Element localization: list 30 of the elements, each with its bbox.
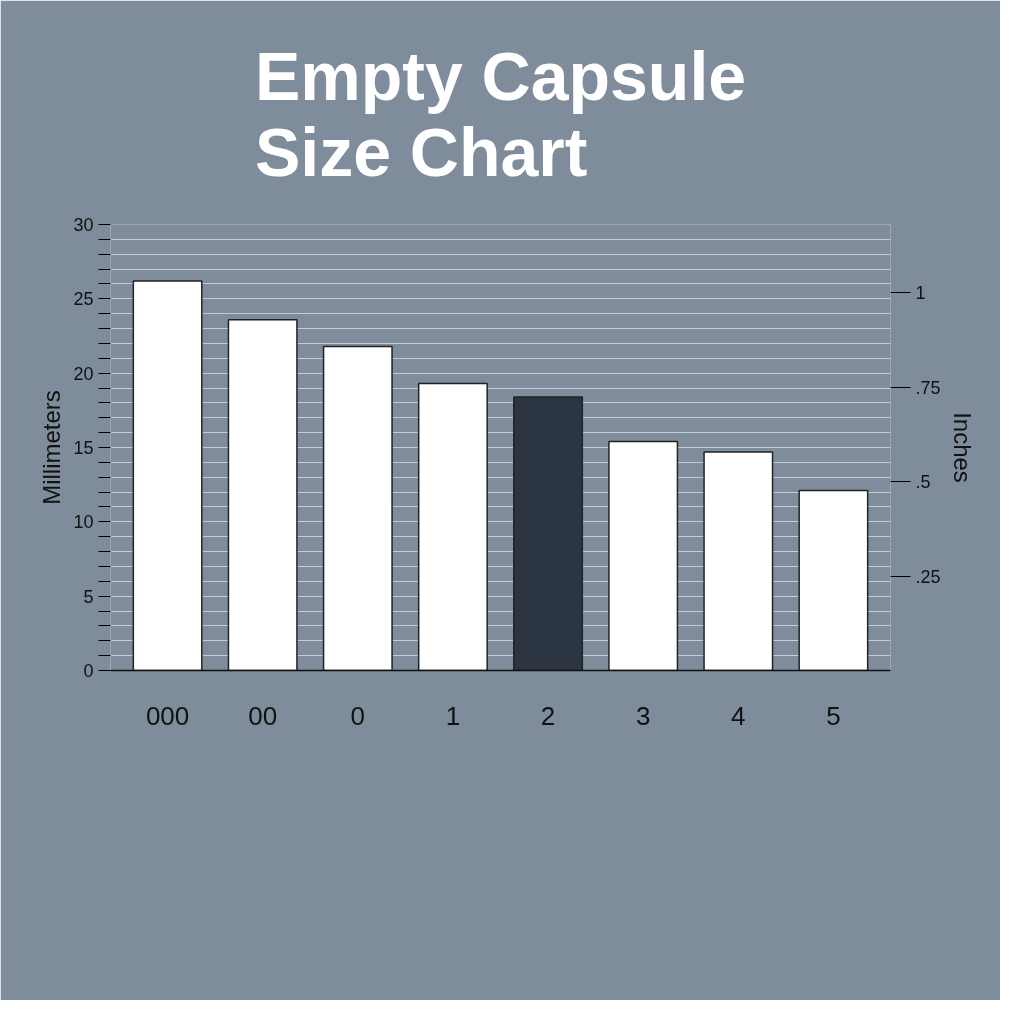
- x-tick-label: 00: [248, 700, 278, 731]
- y2-axis-title: Inches: [948, 412, 976, 483]
- x-tick-label: 1: [445, 700, 461, 731]
- y-tick-label: 5: [83, 586, 94, 607]
- x-tick-label: 0: [350, 700, 366, 731]
- x-tick-label: 000: [145, 700, 190, 731]
- bar: [132, 280, 203, 671]
- y-tick-label: 15: [73, 438, 94, 458]
- y2-tick-label: .75: [915, 377, 941, 398]
- y2-tick-label: .25: [915, 566, 941, 587]
- x-tick-label: 2: [540, 700, 556, 731]
- x-tick-label: 3: [635, 700, 651, 731]
- bar: [513, 396, 584, 671]
- y-tick-label: 20: [73, 363, 94, 384]
- x-tick-label: 4: [731, 700, 746, 731]
- y2-tick-label: .5: [915, 472, 931, 493]
- bar: [703, 451, 774, 671]
- bar: [417, 382, 488, 671]
- y2-tick-label: 1: [915, 283, 926, 304]
- chart-title: Empty Capsule Size Chart: [254, 37, 747, 190]
- y-axis-title: Millimeters: [38, 390, 66, 505]
- y-tick-label: 10: [73, 512, 94, 533]
- bar: [608, 440, 679, 671]
- bar: [798, 489, 869, 671]
- y-tick-label: 30: [73, 215, 94, 235]
- x-tick-label: 5: [826, 700, 841, 731]
- bar: [322, 345, 393, 671]
- y-tick-label: 0: [83, 661, 94, 681]
- y-tick-label: 25: [73, 289, 94, 310]
- bar: [227, 318, 298, 671]
